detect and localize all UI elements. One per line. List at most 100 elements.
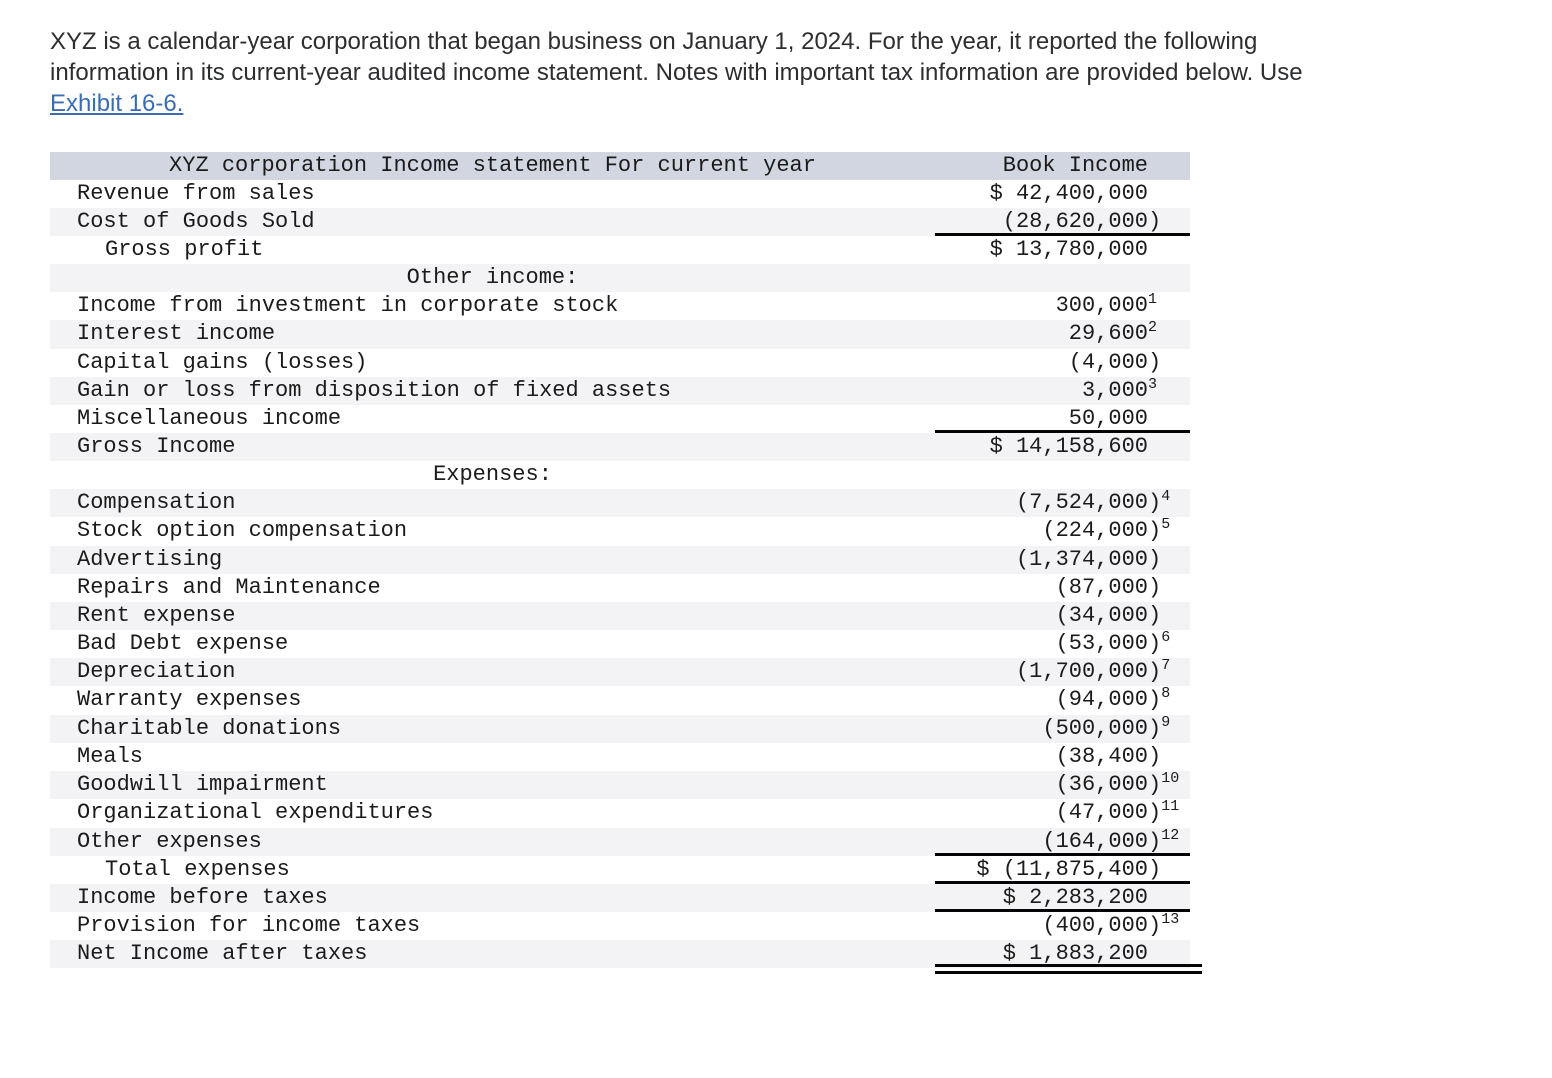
- row-label: Gross Income: [77, 433, 236, 459]
- exhibit-link[interactable]: Exhibit 16-6.: [50, 90, 184, 117]
- row-amount: (4,000): [935, 349, 1190, 377]
- row-amount-tail: [1148, 405, 1190, 433]
- row-amount-value: (87,000: [1055, 574, 1148, 600]
- row-label: Expenses:: [433, 461, 552, 487]
- row-amount: $ 2,283,200: [935, 884, 1190, 912]
- table-row: Gain or loss from disposition of fixed a…: [50, 375, 1190, 405]
- footnote-ref: 4: [1161, 487, 1171, 505]
- table-row: Revenue from sales $ 42,400,000: [50, 180, 1190, 208]
- row-label: Organizational expenditures: [77, 800, 434, 826]
- table-row: Income before taxes $ 2,283,200: [50, 883, 1190, 912]
- row-label: Charitable donations: [77, 715, 342, 741]
- row-label: Bad Debt expense: [77, 630, 289, 656]
- row-amount-tail: ): [1148, 602, 1162, 628]
- footnote-ref: 5: [1161, 516, 1171, 534]
- row-amount-value: (164,000: [1042, 828, 1148, 854]
- row-amount: (28,620,000): [935, 208, 1190, 236]
- table-row: Expenses:: [50, 461, 1190, 489]
- row-label: Provision for income taxes: [77, 912, 421, 938]
- row-label: Interest income: [77, 321, 276, 347]
- row-amount-value: (7,524,000: [1015, 489, 1148, 515]
- row-amount-value: $ 2,283,200: [1002, 884, 1148, 910]
- row-amount-tail: )10: [1148, 769, 1180, 798]
- row-amount-tail: )12: [1148, 826, 1180, 854]
- table-row: Meals (38,400): [50, 743, 1190, 771]
- row-amount: (94,000)8: [935, 686, 1190, 714]
- row-amount: (34,000): [935, 602, 1190, 630]
- table-row: Interest income 29,600 2: [50, 320, 1190, 349]
- amount-column-header-label: Book Income: [1002, 153, 1148, 178]
- table-row: Rent expense (34,000): [50, 601, 1190, 630]
- row-amount: (47,000)11: [935, 799, 1190, 827]
- table-row: Other expenses (164,000)12: [50, 826, 1190, 857]
- row-amount-tail: )9: [1148, 713, 1171, 741]
- table-row: Gross profit $ 13,780,000: [50, 236, 1190, 264]
- footnote-ref: 9: [1161, 713, 1171, 731]
- row-amount: $ 13,780,000: [935, 236, 1190, 264]
- table-row: Income from investment in corporate stoc…: [50, 292, 1190, 320]
- row-amount: (1,700,000)7: [935, 658, 1190, 686]
- row-label: Income from investment in corporate stoc…: [77, 293, 619, 318]
- table-row: Other income:: [50, 264, 1190, 292]
- row-amount-tail: )7: [1148, 656, 1171, 685]
- row-amount-value: (500,000: [1042, 715, 1148, 741]
- row-amount-tail: [1148, 180, 1190, 208]
- table-row: Miscellaneous income 50,000: [50, 405, 1190, 433]
- row-label: Gross profit: [105, 237, 264, 262]
- intro-line1: XYZ is a calendar-year corporation that …: [50, 28, 1258, 55]
- row-amount-tail: 1: [1148, 292, 1190, 320]
- footnote-ref: 1: [1148, 291, 1158, 308]
- row-label: Miscellaneous income: [77, 405, 342, 431]
- table-row: Compensation (7,524,000)4: [50, 487, 1190, 518]
- row-amount: (36,000)10: [935, 771, 1190, 799]
- income-statement-table: XYZ corporation Income statement For cur…: [50, 152, 1202, 975]
- row-amount-value: (224,000: [1042, 518, 1148, 544]
- row-amount-tail: ): [1148, 349, 1162, 375]
- row-amount: 29,600 2: [935, 320, 1190, 348]
- row-amount-value: 29,600: [1068, 321, 1148, 347]
- row-label: Total expenses: [105, 856, 290, 882]
- row-label: Gain or loss from disposition of fixed a…: [77, 377, 672, 403]
- table-header-row: XYZ corporation Income statement For cur…: [50, 152, 1190, 180]
- row-amount-value: (47,000: [1055, 800, 1148, 826]
- row-amount-value: 300,000: [1055, 293, 1148, 318]
- row-amount-tail: )8: [1148, 685, 1171, 713]
- row-label: Advertising: [77, 546, 223, 572]
- row-amount-value: (94,000: [1055, 687, 1148, 713]
- footnote-ref: 13: [1161, 910, 1180, 928]
- table-row: Provision for income taxes (400,000)13: [50, 912, 1190, 940]
- footnote-ref: 10: [1161, 769, 1180, 787]
- table-row: Depreciation (1,700,000)7: [50, 657, 1190, 687]
- row-amount-value: (28,620,000: [1002, 209, 1148, 234]
- row-amount: (224,000)5: [935, 517, 1190, 545]
- row-amount: $ 1,883,200: [935, 940, 1202, 975]
- row-amount-value: (4,000: [1068, 349, 1148, 375]
- row-amount-tail: )6: [1148, 628, 1171, 656]
- table-row: Charitable donations (500,000)9: [50, 713, 1190, 743]
- row-amount: (38,400): [935, 743, 1190, 771]
- row-amount-value: (36,000: [1055, 771, 1148, 797]
- row-label: Income before taxes: [77, 884, 328, 910]
- table-title: XYZ corporation Income statement For cur…: [169, 153, 816, 178]
- row-amount-value: $ (11,875,400: [976, 856, 1148, 882]
- table-row: Capital gains (losses) (4,000): [50, 349, 1190, 377]
- row-label: Stock option compensation: [77, 518, 408, 544]
- row-amount-tail: [1148, 940, 1190, 968]
- row-label: Warranty expenses: [77, 687, 302, 713]
- row-amount-value: (53,000: [1055, 630, 1148, 656]
- table-row: Gross Income $ 14,158,600: [50, 432, 1190, 461]
- footnote-ref: 3: [1148, 375, 1158, 393]
- table-row: Goodwill impairment (36,000)10: [50, 770, 1190, 800]
- row-label: Meals: [77, 743, 144, 769]
- row-amount-tail: ): [1148, 209, 1162, 234]
- footnote-ref: 8: [1161, 685, 1171, 703]
- table-row: Organizational expenditures (47,000)11: [50, 799, 1190, 827]
- row-amount-value: (38,400: [1055, 743, 1148, 769]
- row-amount-tail: [1148, 236, 1190, 264]
- amount-column-header: Book Income: [935, 152, 1190, 180]
- row-amount-value: $ 1,883,200: [1002, 941, 1148, 967]
- row-amount: (400,000)13: [935, 912, 1190, 940]
- problem-statement: XYZ is a calendar-year corporation that …: [50, 26, 1510, 119]
- row-label: Revenue from sales: [77, 181, 315, 206]
- row-amount-tail: [1148, 433, 1190, 461]
